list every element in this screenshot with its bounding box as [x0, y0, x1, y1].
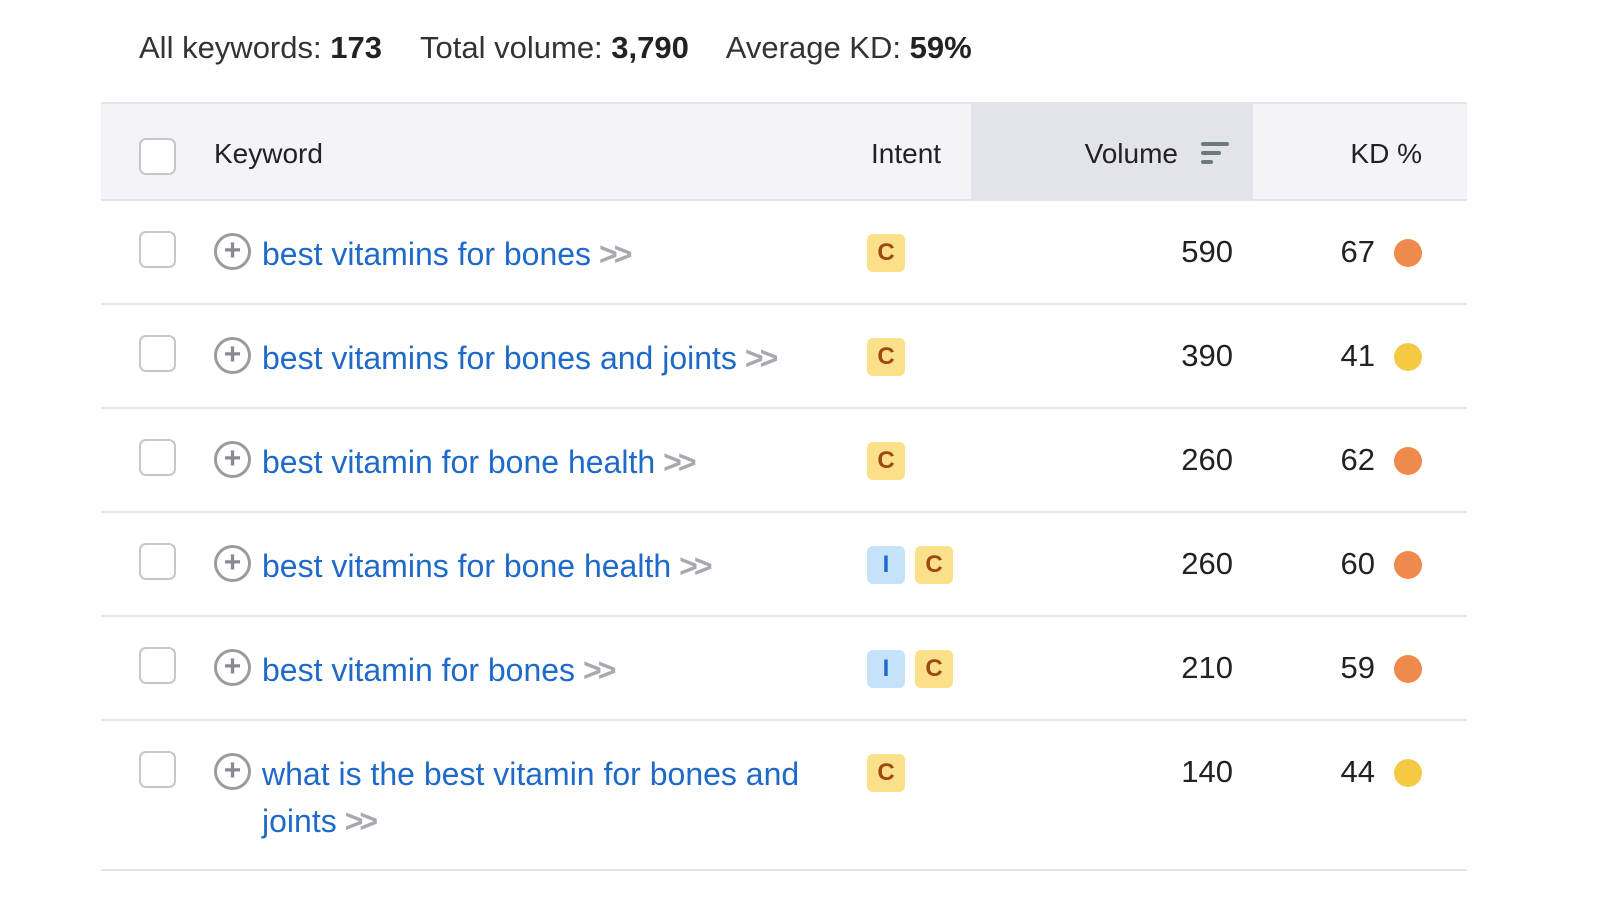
volume-value: 590 [1181, 234, 1233, 269]
column-intent[interactable]: Intent [871, 138, 942, 169]
chevron-double-right-icon[interactable]: >> [663, 444, 696, 480]
select-all-checkbox[interactable] [139, 138, 176, 175]
add-keyword-icon[interactable]: + [214, 649, 251, 686]
kd-difficulty-dot-icon [1394, 343, 1422, 371]
keyword-summary: All keywords: 173 Total volume: 3,790 Av… [139, 30, 1002, 66]
add-keyword-icon[interactable]: + [214, 441, 251, 478]
volume-value: 140 [1181, 754, 1233, 789]
all-keywords-label: All keywords: [139, 30, 322, 65]
row-checkbox[interactable] [139, 439, 176, 476]
average-kd-label: Average KD: [725, 30, 901, 65]
add-keyword-icon[interactable]: + [214, 233, 251, 270]
intent-badge: C [867, 754, 905, 792]
chevron-double-right-icon[interactable]: >> [679, 548, 712, 584]
table-row: + best vitamins for bones >> C 590 67 [101, 201, 1467, 305]
add-keyword-icon[interactable]: + [214, 337, 251, 374]
all-keywords-value: 173 [330, 30, 382, 65]
kd-difficulty-dot-icon [1394, 239, 1422, 267]
intent-badge: C [867, 234, 905, 272]
table-row: + what is the best vitamin for bones and… [101, 721, 1467, 871]
row-checkbox[interactable] [139, 543, 176, 580]
keyword-link[interactable]: best vitamin for bones [262, 652, 576, 688]
row-checkbox[interactable] [139, 231, 176, 268]
intent-badge: C [915, 546, 953, 584]
intent-badge: C [915, 650, 953, 688]
keyword-link[interactable]: best vitamins for bones [262, 236, 592, 272]
kd-value: 62 [1340, 442, 1375, 477]
intent-badges: C [867, 442, 905, 480]
kd-value: 67 [1340, 234, 1375, 269]
intent-badge: I [867, 546, 905, 584]
keyword-link[interactable]: best vitamins for bones and joints [262, 340, 737, 376]
kd-value: 44 [1340, 754, 1375, 789]
table-header: Keyword Intent Volume KD % [101, 102, 1467, 201]
column-volume-label: Volume [1084, 138, 1178, 169]
keyword-table: Keyword Intent Volume KD % + best vitami… [101, 102, 1467, 871]
row-checkbox[interactable] [139, 751, 176, 788]
row-checkbox[interactable] [139, 647, 176, 684]
kd-difficulty-dot-icon [1394, 655, 1422, 683]
volume-value: 260 [1181, 442, 1233, 477]
keyword-link[interactable]: what is the best vitamin for bones and j… [262, 756, 800, 839]
kd-value: 59 [1340, 650, 1375, 685]
kd-value: 60 [1340, 546, 1375, 581]
total-volume-label: Total volume: [420, 30, 603, 65]
add-keyword-icon[interactable]: + [214, 753, 251, 790]
chevron-double-right-icon[interactable]: >> [599, 236, 632, 272]
chevron-double-right-icon[interactable]: >> [744, 340, 778, 376]
keyword-link[interactable]: best vitamin for bone health [262, 444, 656, 480]
average-kd-value: 59% [909, 30, 972, 65]
kd-value: 41 [1340, 338, 1375, 373]
column-keyword[interactable]: Keyword [214, 138, 323, 169]
intent-badge: C [867, 338, 905, 376]
intent-badges: C [867, 338, 905, 376]
table-row: + best vitamins for bones and joints >> C… [101, 305, 1467, 409]
row-checkbox[interactable] [139, 335, 176, 372]
volume-value: 210 [1181, 650, 1233, 685]
intent-badges: C [867, 754, 905, 792]
keyword-link[interactable]: best vitamins for bone health [262, 548, 672, 584]
kd-difficulty-dot-icon [1394, 759, 1422, 787]
intent-badges: C [867, 234, 905, 272]
volume-value: 390 [1181, 338, 1233, 373]
kd-difficulty-dot-icon [1394, 447, 1422, 475]
intent-badge: I [867, 650, 905, 688]
add-keyword-icon[interactable]: + [214, 545, 251, 582]
intent-badge: C [867, 442, 905, 480]
sort-descending-icon[interactable] [1201, 142, 1229, 169]
kd-difficulty-dot-icon [1394, 551, 1422, 579]
column-kd[interactable]: KD % [1350, 138, 1422, 169]
column-volume[interactable]: Volume [971, 104, 1253, 201]
chevron-double-right-icon[interactable]: >> [344, 803, 378, 839]
chevron-double-right-icon[interactable]: >> [583, 652, 616, 688]
volume-value: 260 [1181, 546, 1233, 581]
table-row: + best vitamin for bone health >> C 260 6… [101, 409, 1467, 513]
total-volume-value: 3,790 [611, 30, 689, 65]
